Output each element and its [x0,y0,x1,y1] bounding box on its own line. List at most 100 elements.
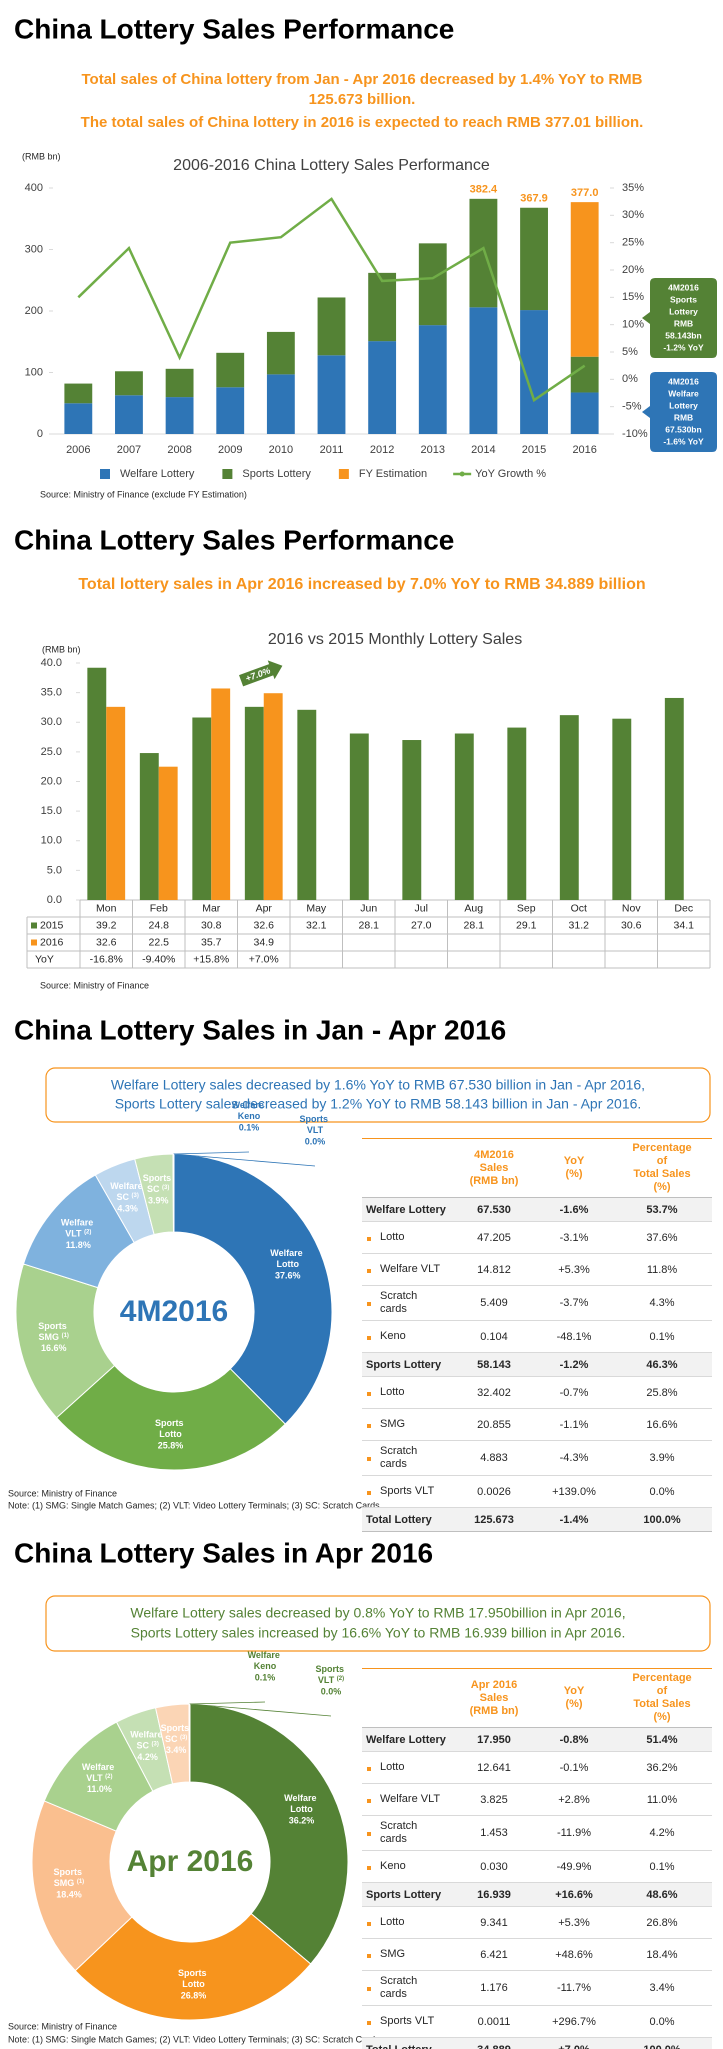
table-value: 28.1 [464,919,485,931]
cell: 1.453 [452,1815,536,1851]
leader-line [173,1151,250,1155]
item-text: SMG [380,1418,406,1430]
item-text: Scratch cards [380,1975,418,2000]
legend-key [338,469,349,479]
x-tick-label: Aug [464,902,483,914]
x-tick-label: Jun [360,902,377,914]
cell: 100.0% [612,1507,712,1532]
item-text: Keno [380,1860,406,1872]
item-row: Welfare VLT 14.812 +5.3% 11.8% [362,1253,712,1286]
x-tick-label: 2007 [117,444,141,456]
bullet-cell [362,1815,376,1851]
row-label: YoY [35,953,54,965]
item-text: Scratch cards [380,1290,418,1315]
row-name: Welfare Lottery [362,1197,452,1222]
row-name: Sports Lottery [362,1882,452,1907]
bar [192,717,212,900]
slice-value: 11.0% [87,1784,112,1794]
header-text: Sales [479,1161,509,1174]
callout-text: RMB [674,318,693,328]
item-row: Scratch cards 5.409 -3.7% 4.3% [362,1285,712,1321]
bullet-cell [362,1320,376,1353]
y-tick-label: 200 [25,305,43,317]
cell: -3.1% [536,1221,612,1254]
y-tick-label: 15.0 [41,805,62,817]
item-name: Sports VLT [376,2005,452,2038]
bullet-cell [362,1408,376,1441]
bar-segment [115,371,143,396]
cell: -1.2% [536,1352,612,1377]
table-value: 24.8 [149,919,170,931]
bullet [367,1798,371,1803]
callout-text: Welfare [668,388,699,398]
y2-tick-label: 20% [622,264,644,276]
total-row: Total Lottery34.889+7.0%100.0% [362,2037,712,2049]
bar [349,733,369,900]
group-row: Sports Lottery 58.143 -1.2% 46.3% [362,1352,712,1377]
total-row: Total Lottery 125.673 -1.4% 100.0% [362,1507,712,1532]
item-name: Keno [376,1320,452,1353]
table-value: 35.7 [201,936,222,948]
legend-label: 2015 [40,919,64,931]
bullet [367,1335,371,1340]
legend-key [459,471,465,477]
slice-value: 18.4% [56,1889,82,1899]
slice-label: Sports SMG (1) [53,1867,84,1888]
cell: +48.6% [536,1938,612,1971]
table-value: 39.2 [96,919,117,931]
slice-value: 11.8% [66,1240,91,1250]
bullet [367,2020,371,2025]
slice-label: Welfare Lotto [270,1249,305,1270]
x-tick-label: 2006 [66,444,90,456]
y-tick-label: 0.0 [47,894,62,906]
y2-tick-label: 30% [622,209,644,221]
item-text: Lotto [380,1386,405,1398]
cell: 11.8% [612,1253,712,1286]
source: Source: Ministry of Finance [8,1488,117,1498]
item-text: Lotto [380,1231,405,1243]
item-row: Lotto 9.341 +5.3% 26.8% [362,1906,712,1939]
bar-segment [368,341,397,434]
bullet-cell [362,1751,376,1784]
donut-center-label: 4M2016 [120,1295,228,1328]
cell: 100.0% [612,2037,712,2049]
header-text: (%) [565,1168,583,1180]
item-text: SMG [380,1948,406,1960]
x-tick-label: 2010 [269,444,293,456]
highlight: Welfare Lottery sales decreased by 1.6% … [111,1077,645,1093]
row-name: Sports Lottery [362,1352,452,1377]
cell: 0.0% [612,1475,712,1508]
bar-segment [570,202,599,357]
slice-label: Welfare SC (3) [110,1181,145,1202]
bullet-cell [362,1783,376,1816]
x-tick-label: 2008 [167,444,191,456]
bullet [367,1865,371,1870]
header-text: YoY [563,1155,585,1167]
cell: -1.6% [536,1197,612,1222]
cell: 20.855 [452,1408,536,1441]
item-text: Scratch cards [380,1445,418,1470]
slice-value: 26.8% [181,1990,207,2000]
cell: 3.9% [612,1440,712,1476]
bar-segment [216,352,245,388]
x-tick-label: Feb [150,902,168,914]
highlight-box [45,1595,711,1652]
bullet [367,1302,371,1306]
donut-slice [74,1912,312,2021]
leader-line [189,1701,266,1705]
annotation-arrow [239,660,283,687]
item-row: SMG 6.421 +48.6% 18.4% [362,1938,712,1971]
y-tick-label: 100 [25,366,43,378]
bar [87,667,107,900]
callout-text: Lottery [669,400,698,410]
y-tick-label: 20.0 [41,775,62,787]
cell: +16.6% [536,1882,612,1907]
cell: 47.205 [452,1221,536,1254]
y2-tick-label: -10% [622,428,648,440]
highlight: The total sales of China lottery in 2016… [81,114,644,131]
header-cell: Apr 2016 Sales (RMB bn) [452,1668,536,1728]
item-name: Scratch cards [376,1815,452,1851]
y2-tick-label: 0% [622,373,638,385]
bullet-cell [362,1376,376,1409]
slice-value: 16.6% [41,1343,67,1353]
